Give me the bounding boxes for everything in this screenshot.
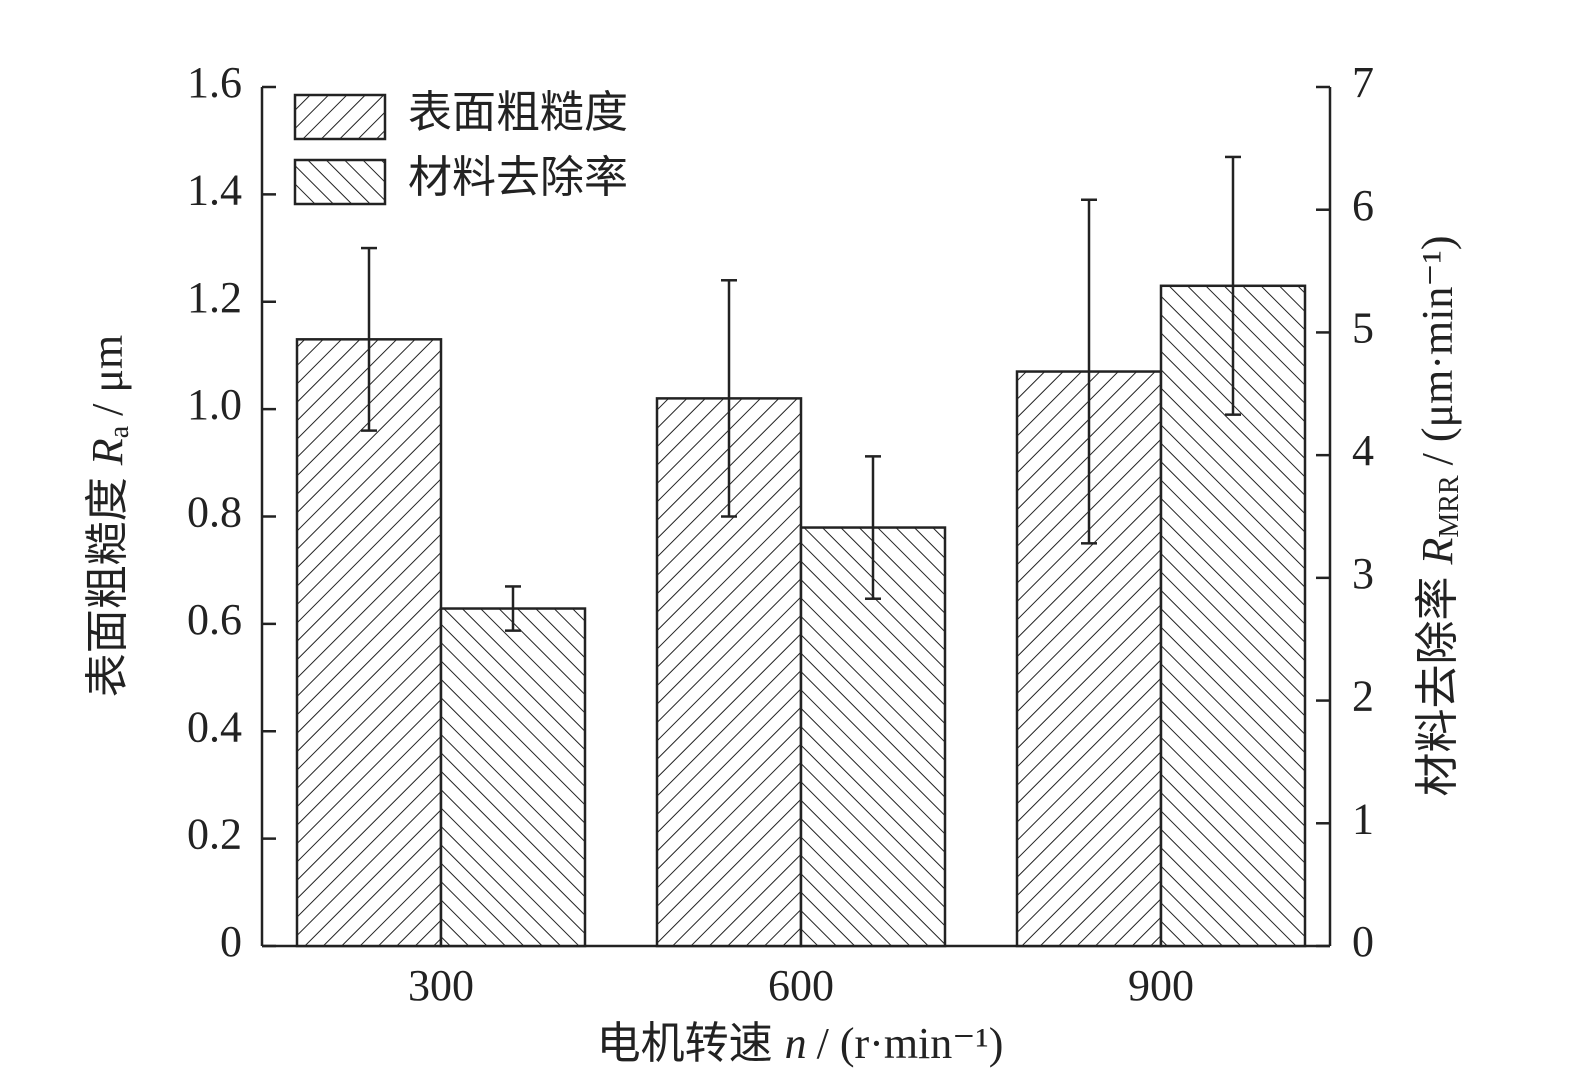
error-bar [505, 585, 521, 632]
x-tick-label: 900 [1128, 961, 1194, 1010]
error-bar [1225, 155, 1241, 416]
legend-label: 表面粗糙度 [408, 88, 628, 137]
y-tick-label: 0.8 [187, 488, 242, 537]
y-axis-label-unit: / μm [83, 335, 132, 416]
x-axis-label: 电机转速 n / (r·min⁻¹) [597, 1019, 1004, 1068]
y-tick-label: 0.2 [187, 810, 242, 859]
x-axis-label-unit: / (r·min⁻¹) [817, 1019, 1004, 1068]
y2-axis-label-symbol: R [1413, 538, 1462, 566]
x-tick-label: 600 [768, 961, 834, 1010]
y-axis-label-subscript: a [104, 425, 135, 438]
y2-axis-label-subscript: MRR [1434, 475, 1465, 538]
y-tick-label: 0.6 [187, 595, 242, 644]
x-tick-label: 300 [408, 961, 474, 1010]
error-bar [865, 455, 881, 600]
bar [295, 338, 443, 948]
y-axis-label-text: 表面粗糙度 [83, 477, 132, 697]
bar [439, 607, 587, 948]
y-tick-label: 1.6 [187, 58, 242, 107]
legend-label: 材料去除率 [408, 153, 628, 202]
y2-tick-label: 6 [1352, 181, 1374, 230]
y-tick-label: 0.4 [187, 702, 242, 751]
legend-swatch [293, 158, 387, 206]
y-axis-label: 表面粗糙度 Ra / μm [83, 335, 135, 697]
y-tick-label: 0 [220, 917, 242, 966]
error-bar [1081, 198, 1097, 545]
legend-swatch [293, 93, 387, 141]
y2-tick-label: 7 [1352, 58, 1374, 107]
y-tick-label: 1.2 [187, 273, 242, 322]
y2-axis-label-unit: / (μm·min⁻¹) [1413, 235, 1462, 465]
y2-axis-label: 材料去除率 RMRR / (μm·min⁻¹) [1413, 235, 1465, 796]
y-tick-label: 1.4 [187, 165, 242, 214]
x-axis-label-symbol: n [785, 1019, 807, 1068]
y-axis-label-symbol: R [83, 438, 132, 466]
y2-tick-label: 5 [1352, 304, 1374, 353]
y2-tick-label: 3 [1352, 549, 1374, 598]
x-axis-label-text: 电机转速 [597, 1019, 773, 1068]
y2-tick-label: 2 [1352, 672, 1374, 721]
y2-axis-label-text: 材料去除率 [1413, 577, 1462, 797]
y2-tick-label: 0 [1352, 917, 1374, 966]
error-bar [721, 279, 737, 518]
y2-tick-label: 1 [1352, 794, 1374, 843]
y2-tick-label: 4 [1352, 426, 1374, 475]
error-bar [361, 246, 377, 432]
y-tick-label: 1.0 [187, 380, 242, 429]
